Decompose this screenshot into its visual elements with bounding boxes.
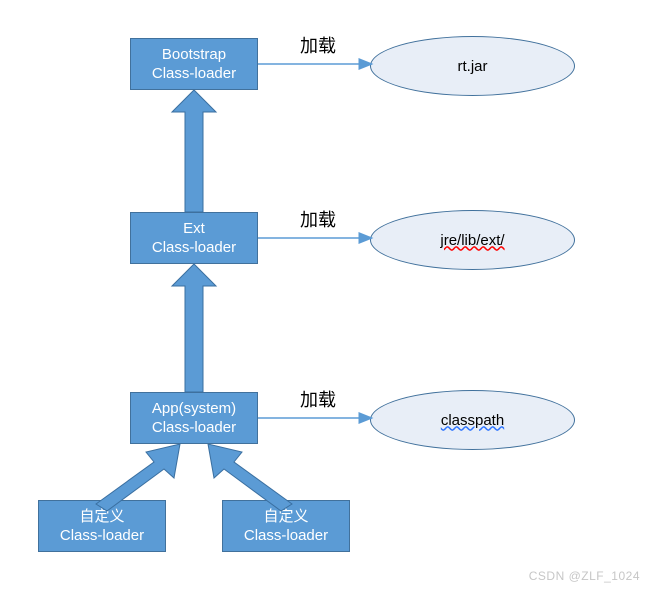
node-custom2-line1: 自定义 [263,507,308,527]
label-load-2: 加载 [300,206,336,232]
node-ext: Ext Class-loader [130,212,258,264]
ellipse-classpath: classpath [370,390,575,450]
ellipse-classpath-text: classpath [441,412,504,429]
node-ext-line1: Ext [183,219,205,239]
watermark-text: CSDN @ZLF_1024 [529,569,640,583]
ellipse-jrelib: jre/lib/ext/ [370,210,575,270]
node-app-line1: App(system) [152,399,236,419]
node-custom1: 自定义 Class-loader [38,500,166,552]
ellipse-rtjar: rt.jar [370,36,575,96]
label-load-1: 加载 [300,32,336,58]
ellipse-rtjar-text: rt.jar [458,58,488,75]
thick-arrow-ext-to-bootstrap [172,90,216,212]
node-ext-line2: Class-loader [152,238,236,258]
node-bootstrap: Bootstrap Class-loader [130,38,258,90]
ellipse-jrelib-text: jre/lib/ext/ [440,232,504,249]
thick-arrow-app-to-ext [172,264,216,392]
node-custom1-line1: 自定义 [79,507,124,527]
node-app: App(system) Class-loader [130,392,258,444]
node-custom2: 自定义 Class-loader [222,500,350,552]
node-bootstrap-line2: Class-loader [152,64,236,84]
label-load-3: 加载 [300,386,336,412]
node-app-line2: Class-loader [152,418,236,438]
node-bootstrap-line1: Bootstrap [162,45,226,65]
node-custom1-line2: Class-loader [60,526,144,546]
node-custom2-line2: Class-loader [244,526,328,546]
